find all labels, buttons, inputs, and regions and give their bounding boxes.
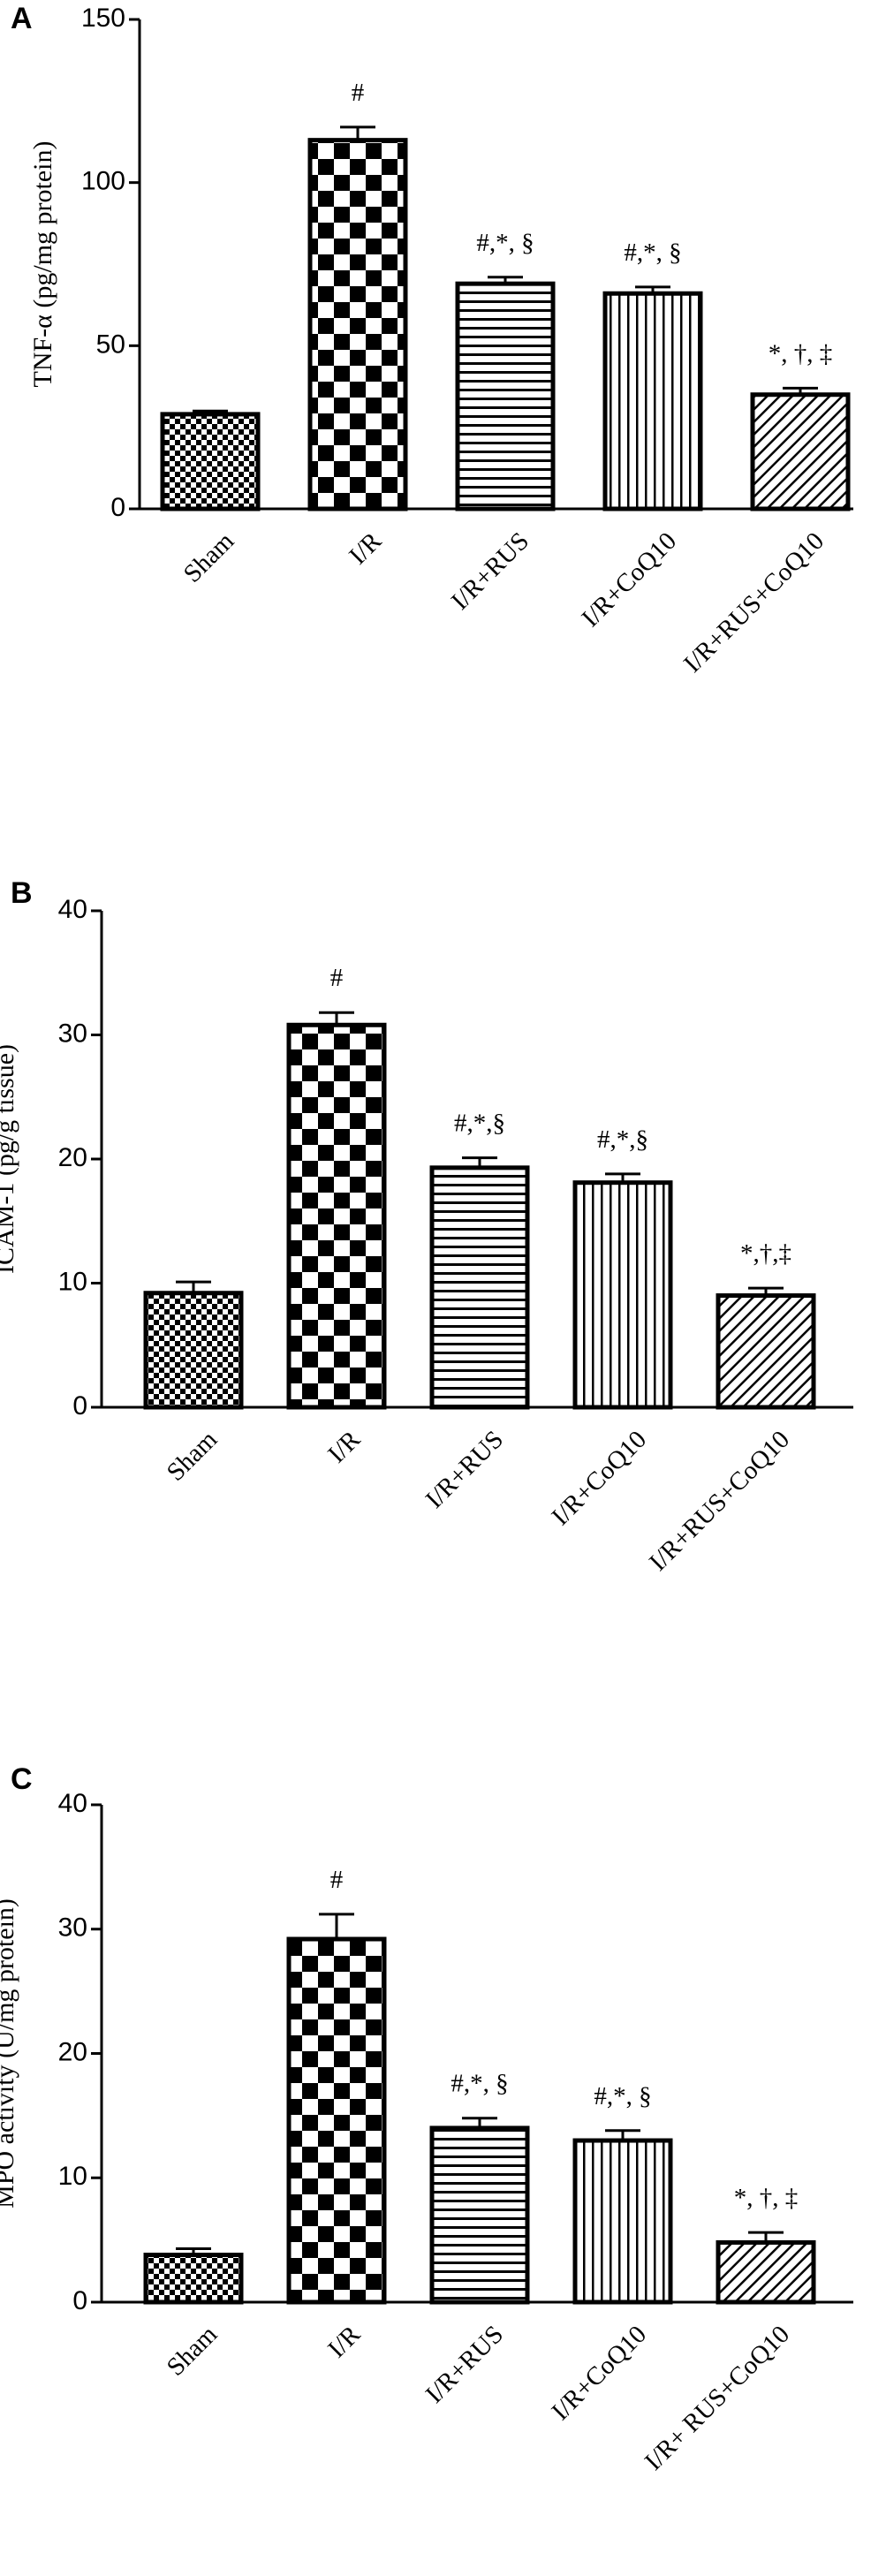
x-tick-label: I/R+RUS+CoQ10 bbox=[678, 527, 829, 678]
annotation: *,†,‡ bbox=[740, 1239, 791, 1268]
y-tick-label: 0 bbox=[72, 2286, 87, 2315]
x-tick-label: Sham bbox=[162, 2320, 223, 2382]
bar bbox=[429, 1165, 530, 1410]
y-tick-label: 100 bbox=[81, 167, 125, 196]
bar bbox=[716, 1293, 816, 1410]
bar bbox=[143, 1291, 244, 1410]
bar bbox=[572, 1180, 673, 1410]
bar bbox=[143, 2253, 244, 2305]
annotation: #,*, § bbox=[594, 2082, 651, 2110]
panel-label: A bbox=[11, 2, 33, 35]
y-tick-label: 10 bbox=[58, 1267, 87, 1296]
bar bbox=[750, 392, 851, 511]
y-axis-label: TNF-α (pg/mg protein) bbox=[28, 140, 57, 387]
annotation: #,*, § bbox=[451, 2070, 508, 2098]
annotation: # bbox=[330, 1866, 344, 1894]
x-tick-label: I/R+CoQ10 bbox=[576, 527, 682, 633]
y-tick-label: 40 bbox=[58, 1789, 87, 1818]
y-tick-label: 0 bbox=[72, 1391, 87, 1421]
y-tick-label: 150 bbox=[81, 4, 125, 33]
annotation: # bbox=[352, 79, 365, 107]
bar bbox=[572, 2138, 673, 2305]
annotation: *, †, ‡ bbox=[769, 339, 833, 367]
y-axis-label: ICAM-1 (pg/g tissue) bbox=[0, 1044, 19, 1274]
x-tick-label: I/R+CoQ10 bbox=[546, 1425, 652, 1531]
annotation: *, †, ‡ bbox=[734, 2184, 799, 2212]
annotation: #,*,§ bbox=[597, 1125, 648, 1154]
bar bbox=[602, 291, 703, 511]
x-tick-label: I/R bbox=[344, 527, 387, 570]
bar bbox=[429, 2125, 530, 2305]
x-tick-label: I/R+RUS bbox=[446, 527, 534, 615]
bar bbox=[160, 412, 261, 511]
x-tick-label: I/R+RUS bbox=[420, 1425, 509, 1513]
y-tick-label: 10 bbox=[58, 2162, 87, 2191]
y-tick-label: 20 bbox=[58, 1143, 87, 1172]
x-tick-label: I/R bbox=[322, 2320, 366, 2363]
x-tick-label: Sham bbox=[178, 527, 240, 588]
annotation: # bbox=[330, 964, 344, 992]
annotation: #,*, § bbox=[476, 229, 534, 257]
annotation: #,*,§ bbox=[454, 1110, 505, 1138]
y-tick-label: 30 bbox=[58, 1019, 87, 1048]
x-tick-label: I/R bbox=[322, 1425, 366, 1468]
x-tick-label: Sham bbox=[162, 1425, 223, 1487]
y-axis-label: MPO activity (U/mg protein) bbox=[0, 1898, 19, 2209]
bar bbox=[286, 1022, 387, 1410]
x-tick-label: I/R+ RUS+CoQ10 bbox=[640, 2320, 795, 2475]
y-tick-label: 40 bbox=[58, 895, 87, 924]
x-tick-label: I/R+CoQ10 bbox=[546, 2320, 652, 2426]
bar bbox=[286, 1936, 387, 2305]
bar bbox=[716, 2239, 816, 2305]
panel-label: B bbox=[11, 876, 33, 910]
x-tick-label: I/R+RUS bbox=[420, 2320, 509, 2408]
y-tick-label: 50 bbox=[96, 330, 125, 359]
bar bbox=[307, 138, 408, 511]
annotation: #,*, § bbox=[624, 239, 681, 267]
y-tick-label: 30 bbox=[58, 1913, 87, 1943]
y-tick-label: 20 bbox=[58, 2037, 87, 2066]
panel-label: C bbox=[11, 1762, 33, 1796]
bar bbox=[455, 281, 556, 511]
y-tick-label: 0 bbox=[110, 493, 125, 522]
x-tick-label: I/R+RUS+CoQ10 bbox=[644, 1425, 795, 1576]
